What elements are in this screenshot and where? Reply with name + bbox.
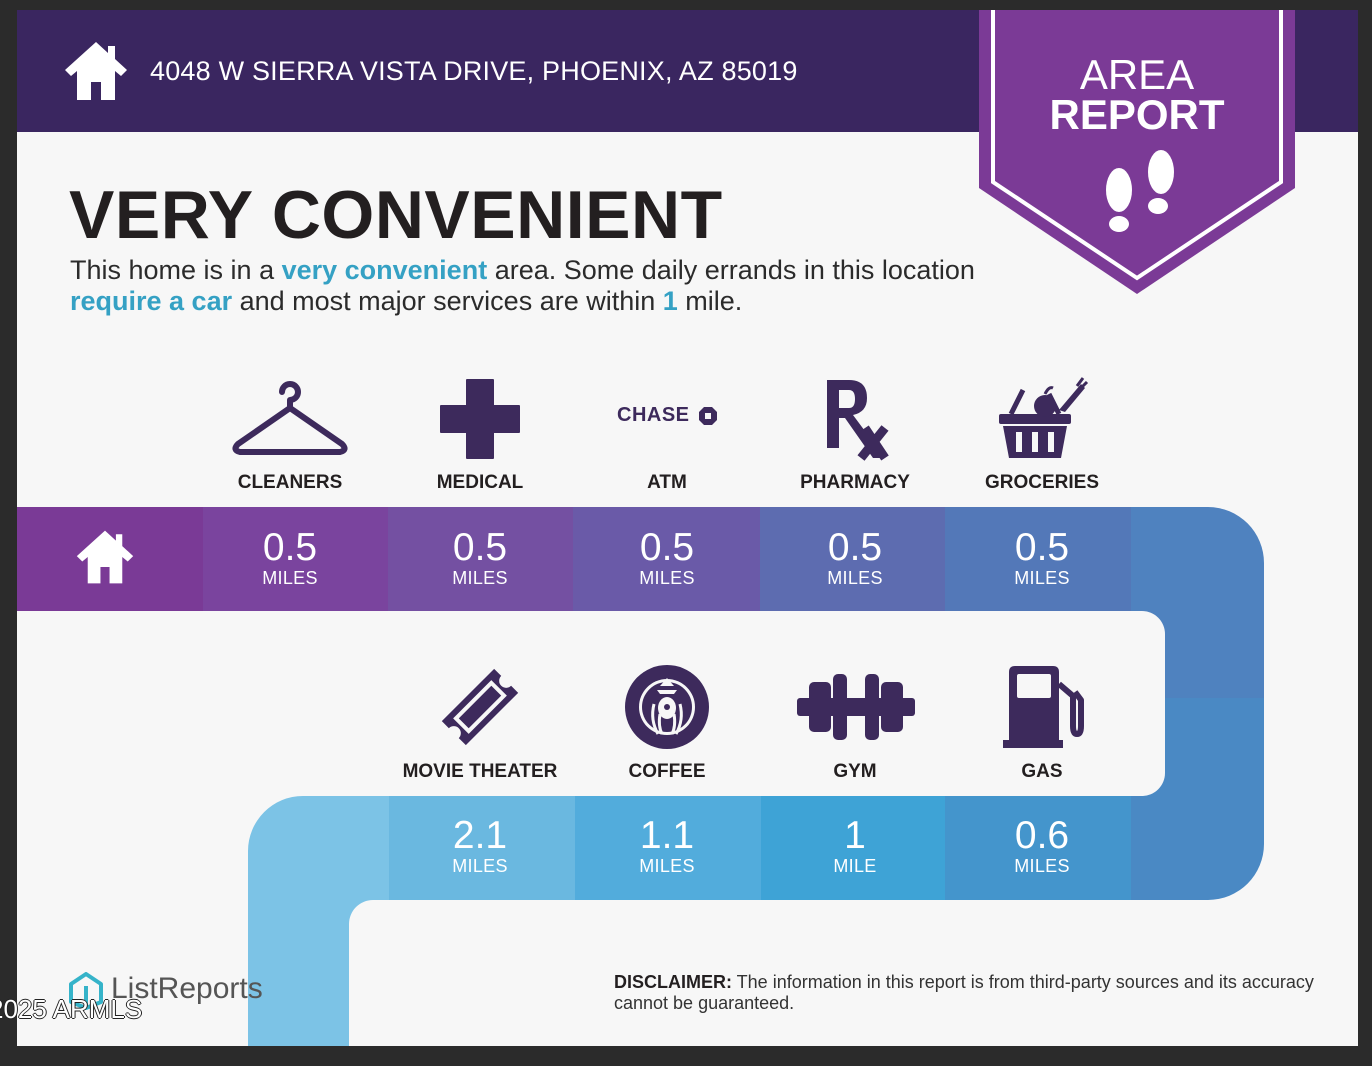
rx-icon [827,380,889,461]
octagon-icon [699,407,717,425]
distance-value: 0.5 [262,526,318,569]
distance-gas: 0.6 MILES [949,814,1135,877]
description-highlight: very convenient [281,255,488,285]
distance-unit: MILE [833,856,877,876]
house-icon [65,42,127,100]
badge-title-line1: AREA [1079,51,1195,98]
description-text: mile. [677,286,743,316]
service-label-gym: GYM [833,761,877,782]
service-label-coffee: COFFEE [628,761,706,782]
listreports-logo-icon [69,972,103,1010]
distance-value: 0.5 [452,526,508,569]
distance-atm: 0.5 MILES [574,526,760,589]
distance-value: 2.1 [452,814,508,857]
distance-value: 0.5 [639,526,695,569]
distance-unit: MILES [452,568,508,588]
home-marker-icon [76,530,134,584]
distance-unit: MILES [827,568,883,588]
road-segment-gym [761,796,945,900]
distance-value: 0.6 [1014,814,1070,857]
service-label-movie-theater: MOVIE THEATER [402,761,558,782]
road-segment-gas [945,796,1131,900]
service-label-medical: MEDICAL [436,472,524,493]
distance-value: 0.5 [1014,526,1070,569]
copyright-watermark: 2025 ARMLS [0,994,143,1024]
distance-unit: MILES [639,568,695,588]
starbucks-logo-icon [625,665,709,749]
distance-unit: MILES [1014,568,1070,588]
distance-medical: 0.5 MILES [387,526,573,589]
disclaimer-text: The information in this report is from t… [614,972,1314,1013]
chase-logo-text: CHASE [617,404,690,426]
distance-unit: MILES [639,856,695,876]
distance-value: 1 [844,814,866,857]
road-segment-medical [388,507,573,611]
road-segment-coffee [575,796,761,900]
distance-movie-theater: 2.1 MILES [387,814,573,877]
listreports-logo-text: ListReports [111,972,263,1005]
grocery-basket-icon [999,377,1089,458]
badge-title-line2: REPORT [1049,91,1225,138]
disclaimer-label: DISCLAIMER: [614,972,732,992]
service-label-cleaners: CLEANERS [237,472,343,493]
area-report-badge [979,10,1295,294]
service-label-atm: ATM [647,472,687,493]
distance-unit: MILES [452,856,508,876]
road-segment-pharmacy [760,507,945,611]
road-segment-groceries [945,507,1131,611]
road-curve-top [1131,507,1264,698]
description: This home is in a very convenient area. … [70,255,990,317]
area-report-card: 4048 W SIERRA VISTA DRIVE, PHOENIX, AZ 8… [17,10,1358,1046]
distance-value: 0.5 [827,526,883,569]
description-text: This home is in a [70,255,282,285]
chase-logo-icon: CHASE [617,404,717,428]
description-text: and most major services are within [232,286,663,316]
convenience-rating: VERY CONVENIENT [69,177,723,253]
disclaimer: DISCLAIMER: The information in this repo… [614,972,1334,1014]
road-segment-atm [573,507,760,611]
distance-pharmacy: 0.5 MILES [762,526,948,589]
distance-value: 1.1 [639,814,695,857]
ticket-icon [441,668,519,746]
service-label-groceries: GROCERIES [984,472,1100,493]
road-segment-movie [389,796,575,900]
property-address: 4048 W SIERRA VISTA DRIVE, PHOENIX, AZ 8… [150,56,798,86]
distance-gym: 1 MILE [762,814,948,877]
road-segment-cleaners [203,507,388,611]
road-curve-left [248,796,389,1046]
footprints-icon [1106,150,1174,232]
distance-unit: MILES [1014,856,1070,876]
distance-coffee: 1.1 MILES [574,814,760,877]
distance-road [17,507,1264,1046]
distance-cleaners: 0.5 MILES [197,526,383,589]
distance-groceries: 0.5 MILES [949,526,1135,589]
dumbbell-icon [797,674,915,740]
description-text: area. Some daily errands in this locatio… [487,255,975,285]
service-label-gas: GAS [1021,761,1063,782]
description-highlight: require a car [70,286,233,316]
description-highlight: 1 [662,286,678,316]
road-curve-bottom [1131,698,1264,900]
medical-cross-icon [440,379,520,459]
service-label-pharmacy: PHARMACY [800,472,910,493]
distance-unit: MILES [262,568,318,588]
hanger-icon [232,381,348,455]
gas-pump-icon [1003,666,1084,748]
